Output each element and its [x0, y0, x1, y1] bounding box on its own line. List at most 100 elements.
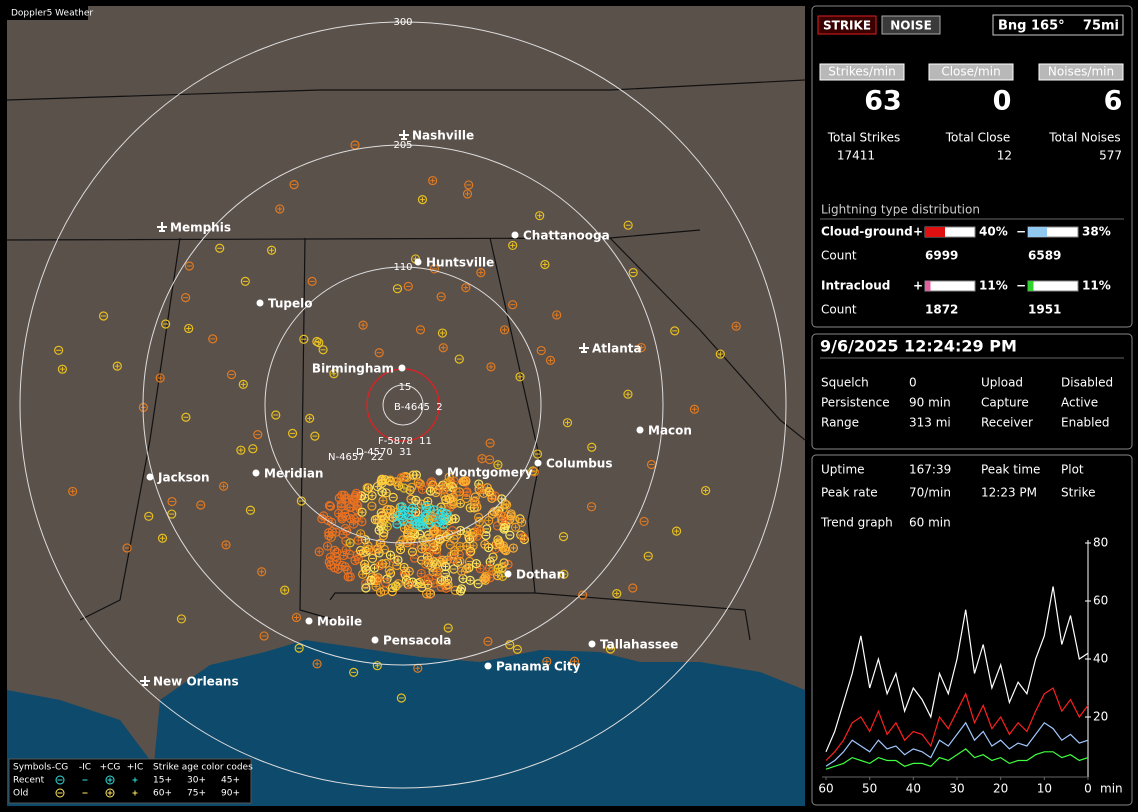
type-name: Cloud-ground: [821, 225, 913, 239]
strike-symbol: [318, 345, 328, 355]
strike-symbol: [317, 514, 327, 524]
strike-symbol: [331, 371, 337, 377]
strike-symbol: [328, 534, 334, 540]
strike-symbol: [332, 547, 342, 558]
strike-symbol: [395, 557, 401, 563]
strike-symbol: [451, 556, 457, 562]
y-tick-label: 80: [1093, 536, 1108, 550]
strike-symbol: [501, 546, 511, 556]
strike-symbol: [493, 460, 503, 470]
strike-symbol: [464, 191, 470, 197]
section-title: Lightning type distribution: [821, 203, 980, 217]
strike-symbol: [423, 515, 434, 525]
state-line: [6, 79, 806, 101]
strike-symbol: [355, 537, 361, 543]
state-line: [609, 237, 806, 441]
bearing-box: [992, 14, 1124, 36]
strike-symbol: [398, 475, 404, 481]
strike-symbol: [350, 490, 360, 500]
strike-symbol: [455, 556, 465, 566]
strike-symbol: [703, 488, 709, 494]
strike-button[interactable]: [817, 15, 877, 35]
strike-symbol: [474, 517, 484, 527]
status-text: Receiver: [981, 416, 1033, 430]
app-label: Doppler5 Weather: [11, 9, 93, 19]
strike-symbol: [440, 561, 451, 572]
strike-symbol: [421, 545, 432, 556]
strike-symbol: [508, 240, 518, 251]
strike-symbol: [510, 545, 516, 551]
strike-symbol: [483, 636, 493, 646]
strike-symbol: [266, 245, 277, 255]
x-tick-label: 10: [1037, 782, 1052, 796]
strike-symbol: [515, 372, 525, 382]
strike-symbol: [208, 334, 218, 344]
strike-symbol: [343, 572, 353, 582]
strike-symbol: [470, 492, 480, 502]
strike-symbol: [351, 505, 361, 515]
strike-symbol: [54, 345, 64, 355]
strike-symbol: [552, 310, 562, 320]
strike-symbol: [59, 366, 65, 372]
strike-symbol: [426, 561, 436, 571]
city-label: Huntsville: [426, 256, 494, 270]
strike-symbol: [316, 340, 322, 346]
strike-symbol: [161, 319, 171, 329]
total-label: Total Noises: [1048, 131, 1120, 145]
strike-symbol: [562, 418, 573, 428]
strike-symbol: [316, 549, 322, 555]
strike-symbol: [259, 569, 265, 575]
strike-symbol: [365, 543, 371, 549]
strike-symbol: [485, 454, 495, 465]
strike-symbol: [372, 661, 382, 671]
legend-heading: Symbols: [13, 763, 52, 773]
info-text: 60 min: [909, 516, 951, 530]
strike-symbol: [310, 431, 320, 441]
x-tick-label: 60: [818, 782, 833, 796]
strike-symbol: [349, 667, 359, 677]
strike-symbol: [257, 567, 267, 577]
type-sign: −: [1016, 225, 1026, 239]
strike-symbol: [430, 178, 436, 184]
noise-button[interactable]: [881, 15, 941, 35]
info-text: 167:39: [909, 463, 951, 477]
strike-symbol: [373, 544, 383, 554]
strike-symbol: [314, 661, 320, 667]
city-label: Tallahassee: [600, 638, 678, 652]
strike-symbol: [499, 558, 509, 568]
strike-symbol: [354, 502, 360, 508]
strike-symbol: [352, 557, 358, 563]
strike-symbol: [435, 570, 441, 576]
strike-symbol: [160, 535, 166, 541]
state-line: [489, 237, 541, 594]
strike-symbol: [554, 312, 560, 318]
status-text: Upload: [981, 376, 1023, 390]
legend-age: 60+: [153, 789, 172, 799]
ring-label: 300: [393, 17, 412, 28]
strike-symbol: [437, 507, 447, 518]
panel-box: [811, 5, 1133, 328]
strike-symbol: [415, 520, 425, 531]
strike-symbol: [408, 470, 418, 480]
strike-symbol: [429, 264, 440, 274]
strike-symbol: [423, 496, 433, 507]
strike-symbol: [572, 658, 578, 664]
city-label: Tupelo: [268, 297, 313, 311]
strike-symbol: [367, 491, 377, 501]
strike-symbol: [418, 571, 424, 577]
strike-symbol: [475, 526, 481, 532]
city-label: Macon: [648, 424, 692, 438]
strike-button-label: STRIKE: [823, 19, 871, 33]
legend-symbol: [105, 788, 115, 798]
strike-symbol: [441, 531, 451, 542]
strike-symbol: [319, 511, 329, 521]
total-value: 12: [997, 149, 1012, 163]
legend-age: 30+: [187, 776, 206, 786]
strike-symbol: [359, 509, 365, 515]
strike-symbol: [638, 345, 644, 351]
strike-symbol: [510, 522, 521, 532]
city-dot: [435, 468, 443, 476]
strike-symbol: [444, 557, 450, 563]
strike-symbol: [376, 527, 382, 533]
count-value: 1951: [1028, 303, 1061, 317]
